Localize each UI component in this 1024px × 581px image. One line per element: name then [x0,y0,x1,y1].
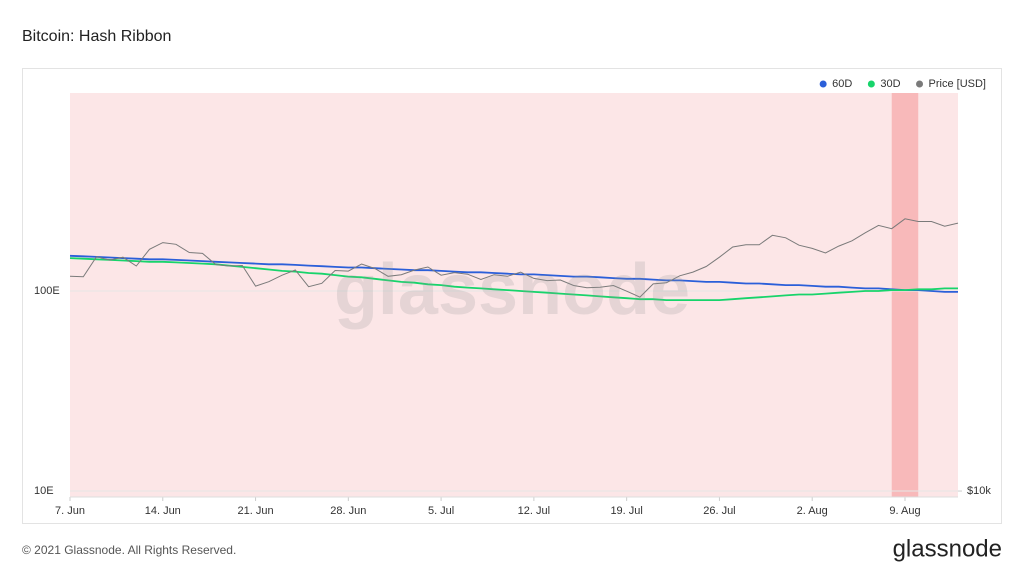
y2-tick-label: $10k [967,485,991,497]
copyright: © 2021 Glassnode. All Rights Reserved. [22,543,236,557]
x-tick-label: 12. Jul [518,505,550,517]
x-tick-label: 19. Jul [610,505,642,517]
x-tick-label: 2. Aug [797,505,828,517]
x-tick-label: 26. Jul [703,505,735,517]
y-tick-label: 100E [34,285,60,297]
x-tick-label: 14. Jun [145,505,181,517]
logo: glassnode [893,535,1002,562]
legend-swatch [867,80,875,88]
x-tick-label: 5. Jul [428,505,454,517]
legend-label: Price [USD] [929,78,986,90]
x-tick-label: 9. Aug [889,505,920,517]
x-tick-label: 28. Jun [330,505,366,517]
watermark: glassnode [334,250,690,330]
y-tick-label: 10E [34,485,54,497]
series-line [69,218,959,298]
x-tick-label: 7. Jun [55,505,85,517]
legend-label: 60D [832,78,852,90]
legend-label: 30D [880,78,900,90]
plot: 10E 100E $10k 7. Jun 14. Jun 21. Jun 28. Jun 5.… [34,78,991,517]
page-title: Bitcoin: Hash Ribbon [22,28,171,45]
legend-swatch [819,80,827,88]
legend-swatch [916,80,924,88]
highlight-band [891,93,919,497]
x-tick-label: 21. Jun [238,505,274,517]
